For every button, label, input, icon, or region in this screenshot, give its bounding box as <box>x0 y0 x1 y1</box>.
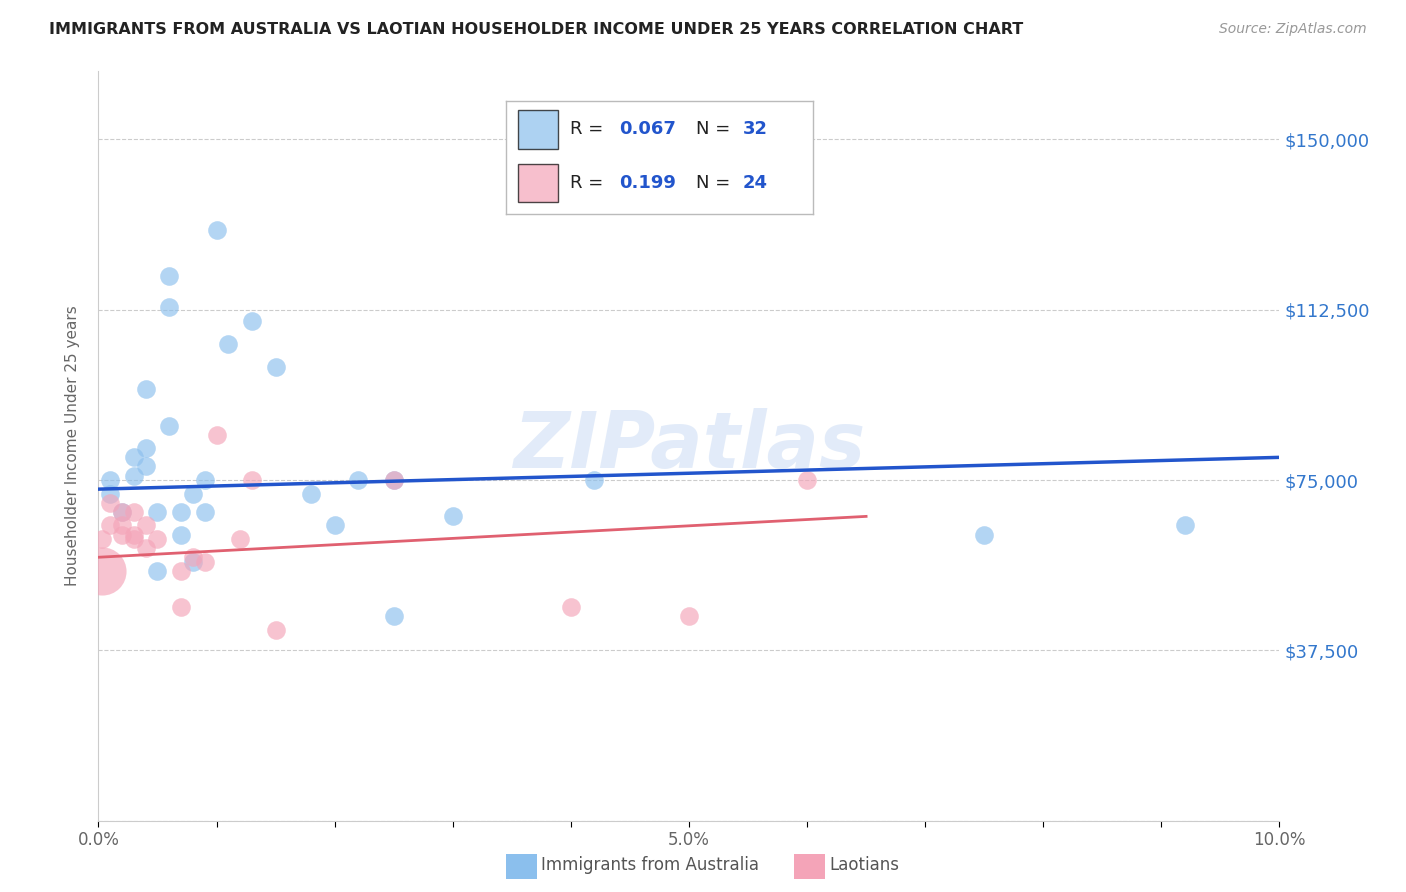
Point <box>98 473 121 487</box>
Point <box>217 336 239 351</box>
Text: Immigrants from Australia: Immigrants from Australia <box>541 856 759 874</box>
Point <box>1174 518 1197 533</box>
Point <box>181 555 204 569</box>
Point <box>678 609 700 624</box>
Point <box>98 518 121 533</box>
Point <box>135 442 157 456</box>
Point <box>194 473 217 487</box>
Point <box>170 527 193 541</box>
Point <box>146 532 169 546</box>
Point <box>98 496 121 510</box>
Point <box>135 459 157 474</box>
Point <box>91 532 114 546</box>
Point <box>135 541 157 556</box>
Point <box>382 609 405 624</box>
Point <box>973 527 995 541</box>
Point <box>111 518 134 533</box>
Point <box>194 505 217 519</box>
Point <box>157 418 180 433</box>
Text: Laotians: Laotians <box>830 856 900 874</box>
Point <box>347 473 370 487</box>
Point <box>146 505 169 519</box>
Point <box>122 532 145 546</box>
Point <box>111 505 134 519</box>
Point <box>122 527 145 541</box>
Point <box>122 505 145 519</box>
Point <box>181 486 204 500</box>
Point <box>157 268 180 283</box>
Point <box>181 550 204 565</box>
Point <box>135 382 157 396</box>
Point <box>98 486 121 500</box>
Point <box>240 314 263 328</box>
Text: ZIPatlas: ZIPatlas <box>513 408 865 484</box>
Point <box>194 555 217 569</box>
Point <box>441 509 464 524</box>
Point <box>122 450 145 465</box>
Point <box>170 564 193 578</box>
Y-axis label: Householder Income Under 25 years: Householder Income Under 25 years <box>65 306 80 586</box>
Point <box>299 486 322 500</box>
Point <box>146 564 169 578</box>
Point <box>170 505 193 519</box>
Point <box>170 600 193 615</box>
Point <box>382 473 405 487</box>
Point <box>796 473 818 487</box>
Point <box>91 564 114 578</box>
Text: IMMIGRANTS FROM AUSTRALIA VS LAOTIAN HOUSEHOLDER INCOME UNDER 25 YEARS CORRELATI: IMMIGRANTS FROM AUSTRALIA VS LAOTIAN HOU… <box>49 22 1024 37</box>
Text: Source: ZipAtlas.com: Source: ZipAtlas.com <box>1219 22 1367 37</box>
Point <box>205 427 228 442</box>
Point <box>111 505 134 519</box>
Point <box>264 359 287 374</box>
Point <box>111 527 134 541</box>
Point <box>205 223 228 237</box>
Point <box>240 473 263 487</box>
Point <box>560 600 582 615</box>
Point <box>323 518 346 533</box>
Point <box>229 532 252 546</box>
Point <box>264 623 287 637</box>
Point <box>122 468 145 483</box>
Point <box>157 301 180 315</box>
Point <box>135 518 157 533</box>
Point <box>583 473 606 487</box>
Point <box>382 473 405 487</box>
